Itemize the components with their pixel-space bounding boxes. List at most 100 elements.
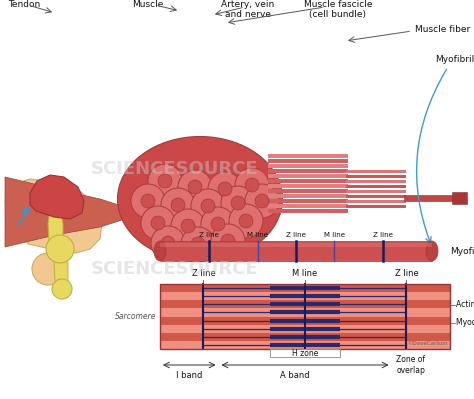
Text: M line: M line bbox=[324, 232, 345, 238]
Circle shape bbox=[255, 194, 269, 208]
Circle shape bbox=[46, 235, 74, 263]
Circle shape bbox=[141, 206, 175, 240]
Text: H zone: H zone bbox=[292, 348, 318, 358]
Circle shape bbox=[201, 207, 235, 241]
Text: Muscle fascicle
(cell bundle): Muscle fascicle (cell bundle) bbox=[304, 0, 372, 20]
Bar bbox=[268, 154, 348, 158]
Bar bbox=[452, 192, 467, 204]
Bar bbox=[268, 209, 348, 213]
Text: ©DaveCarlson: ©DaveCarlson bbox=[407, 341, 448, 346]
Circle shape bbox=[171, 209, 205, 243]
Bar bbox=[346, 205, 406, 208]
Circle shape bbox=[161, 236, 175, 250]
Circle shape bbox=[211, 217, 225, 231]
Bar bbox=[346, 175, 406, 178]
Circle shape bbox=[141, 194, 155, 208]
Circle shape bbox=[221, 234, 235, 248]
Circle shape bbox=[231, 196, 245, 210]
Text: Artery, vein
and nerve: Artery, vein and nerve bbox=[221, 0, 274, 20]
Bar bbox=[346, 200, 406, 203]
Circle shape bbox=[235, 168, 269, 202]
Circle shape bbox=[191, 237, 205, 251]
Text: Z line: Z line bbox=[395, 269, 419, 278]
Text: Z line: Z line bbox=[373, 232, 393, 238]
Circle shape bbox=[158, 174, 172, 188]
Bar bbox=[160, 316, 450, 325]
Circle shape bbox=[171, 198, 185, 212]
Text: Z line: Z line bbox=[191, 269, 215, 278]
Bar bbox=[268, 159, 348, 163]
Bar bbox=[268, 179, 348, 183]
Polygon shape bbox=[5, 177, 125, 247]
Circle shape bbox=[161, 188, 195, 222]
Bar bbox=[160, 241, 432, 261]
Circle shape bbox=[239, 214, 253, 228]
Bar bbox=[268, 164, 348, 168]
Text: A band: A band bbox=[280, 371, 310, 380]
Text: Muscle fiber: Muscle fiber bbox=[415, 24, 470, 34]
Bar bbox=[346, 185, 406, 188]
Bar bbox=[160, 300, 450, 308]
Ellipse shape bbox=[426, 241, 438, 261]
Bar bbox=[160, 341, 450, 349]
Circle shape bbox=[245, 178, 259, 192]
Text: Myofibril: Myofibril bbox=[450, 247, 474, 255]
Text: Myocin filament: Myocin filament bbox=[456, 318, 474, 327]
Text: Z line: Z line bbox=[199, 232, 219, 238]
Text: SCIENCESOURCE: SCIENCESOURCE bbox=[91, 160, 259, 178]
Polygon shape bbox=[30, 175, 84, 219]
Bar bbox=[268, 189, 348, 193]
Text: Myofibril: Myofibril bbox=[435, 55, 474, 63]
Bar bbox=[160, 292, 450, 300]
Bar bbox=[160, 308, 450, 316]
Text: Muscle: Muscle bbox=[132, 0, 164, 9]
Circle shape bbox=[208, 172, 242, 206]
Circle shape bbox=[131, 184, 165, 218]
Bar bbox=[268, 204, 348, 208]
Circle shape bbox=[181, 227, 215, 261]
Circle shape bbox=[218, 182, 232, 196]
Circle shape bbox=[211, 224, 245, 258]
Circle shape bbox=[229, 204, 263, 238]
Polygon shape bbox=[5, 179, 88, 251]
Bar bbox=[160, 284, 450, 349]
Bar bbox=[346, 195, 406, 198]
Text: Sarcomere: Sarcomere bbox=[115, 312, 156, 321]
Ellipse shape bbox=[118, 136, 283, 261]
Bar bbox=[270, 349, 340, 357]
Circle shape bbox=[221, 186, 255, 220]
Bar bbox=[268, 169, 348, 173]
Circle shape bbox=[52, 279, 72, 299]
Circle shape bbox=[188, 180, 202, 194]
Text: M line: M line bbox=[247, 232, 268, 238]
Circle shape bbox=[151, 226, 185, 260]
Text: Z line: Z line bbox=[286, 232, 306, 238]
Bar bbox=[404, 195, 454, 201]
Circle shape bbox=[191, 189, 225, 223]
Text: Zone of
overlap: Zone of overlap bbox=[396, 355, 426, 375]
Polygon shape bbox=[48, 207, 63, 251]
Text: I band: I band bbox=[176, 371, 202, 380]
Circle shape bbox=[201, 199, 215, 213]
Bar bbox=[346, 180, 406, 183]
Circle shape bbox=[181, 219, 195, 233]
Bar bbox=[160, 325, 450, 333]
Polygon shape bbox=[54, 251, 68, 289]
Circle shape bbox=[178, 170, 212, 204]
Text: Tendon: Tendon bbox=[8, 0, 40, 9]
Circle shape bbox=[151, 216, 165, 230]
Circle shape bbox=[245, 184, 279, 218]
Bar bbox=[160, 243, 432, 247]
Text: SCIENCESOURCE: SCIENCESOURCE bbox=[91, 260, 259, 278]
Circle shape bbox=[148, 164, 182, 198]
Bar bbox=[160, 333, 450, 341]
Ellipse shape bbox=[154, 241, 166, 261]
Bar bbox=[268, 184, 348, 188]
Bar bbox=[268, 194, 348, 198]
Bar bbox=[268, 174, 348, 178]
Bar bbox=[346, 170, 406, 173]
Bar bbox=[346, 190, 406, 193]
Bar bbox=[268, 199, 348, 203]
Text: Actin filament: Actin filament bbox=[456, 300, 474, 309]
Circle shape bbox=[32, 253, 64, 285]
